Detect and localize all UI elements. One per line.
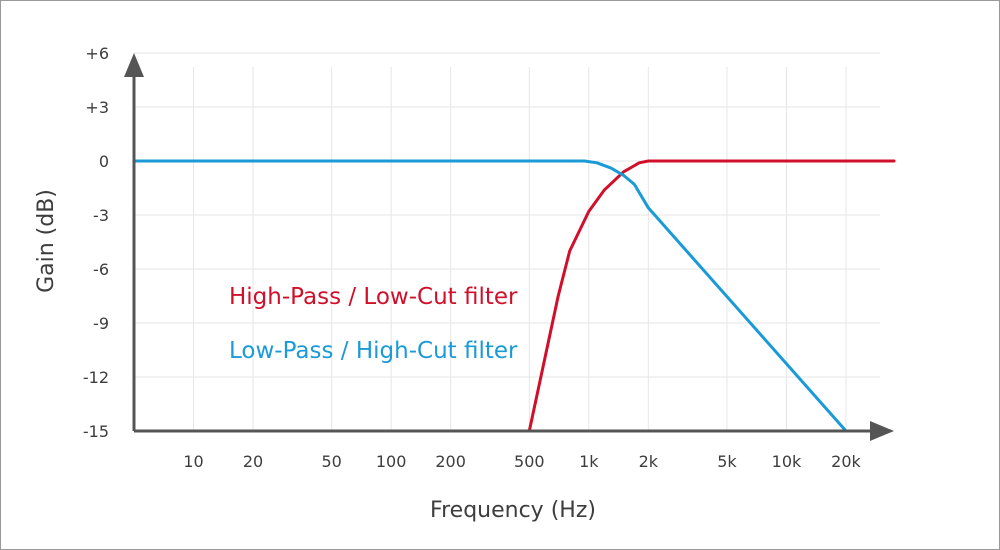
x-tick-label: 20: [243, 452, 263, 471]
y-tick-label: +3: [85, 98, 109, 117]
series-layer: [132, 159, 896, 433]
x-tick-label: 20k: [831, 452, 861, 471]
x-tick-label: 5k: [717, 452, 737, 471]
y-tick-label: -9: [93, 314, 109, 333]
axes: [124, 53, 894, 441]
x-tick-label: 1k: [579, 452, 599, 471]
x-tick-label: 200: [435, 452, 466, 471]
series-line-1: [132, 159, 848, 433]
legend-high-pass: High-Pass / Low-Cut filter: [229, 284, 518, 310]
x-tick-label: 2k: [639, 452, 659, 471]
y-tick-label: -12: [83, 368, 109, 387]
y-tick-label: -3: [93, 206, 109, 225]
y-tick-label: 0: [99, 152, 109, 171]
legend-low-pass: Low-Pass / High-Cut filter: [229, 338, 518, 364]
x-tick-label: 500: [514, 452, 545, 471]
y-tick-label: -15: [83, 422, 109, 441]
y-axis-title: Gain (dB): [34, 189, 59, 293]
x-tick-label: 10k: [772, 452, 802, 471]
series-line-0: [527, 159, 896, 433]
x-axis-title: Frequency (Hz): [430, 498, 596, 523]
y-tick-label: +6: [85, 44, 109, 63]
tick-labels: +6 +3 0 -3 -6 -9 -12 -15 10 20 50 100 200 500 1k 2k 5k 10…: [83, 44, 862, 471]
x-axis-arrow: [870, 421, 894, 441]
x-tick-label: 100: [376, 452, 407, 471]
y-axis-arrow: [124, 53, 144, 77]
y-tick-label: -6: [93, 260, 109, 279]
x-tick-label: 50: [321, 452, 341, 471]
grid: [134, 52, 880, 432]
x-tick-label: 10: [183, 452, 203, 471]
